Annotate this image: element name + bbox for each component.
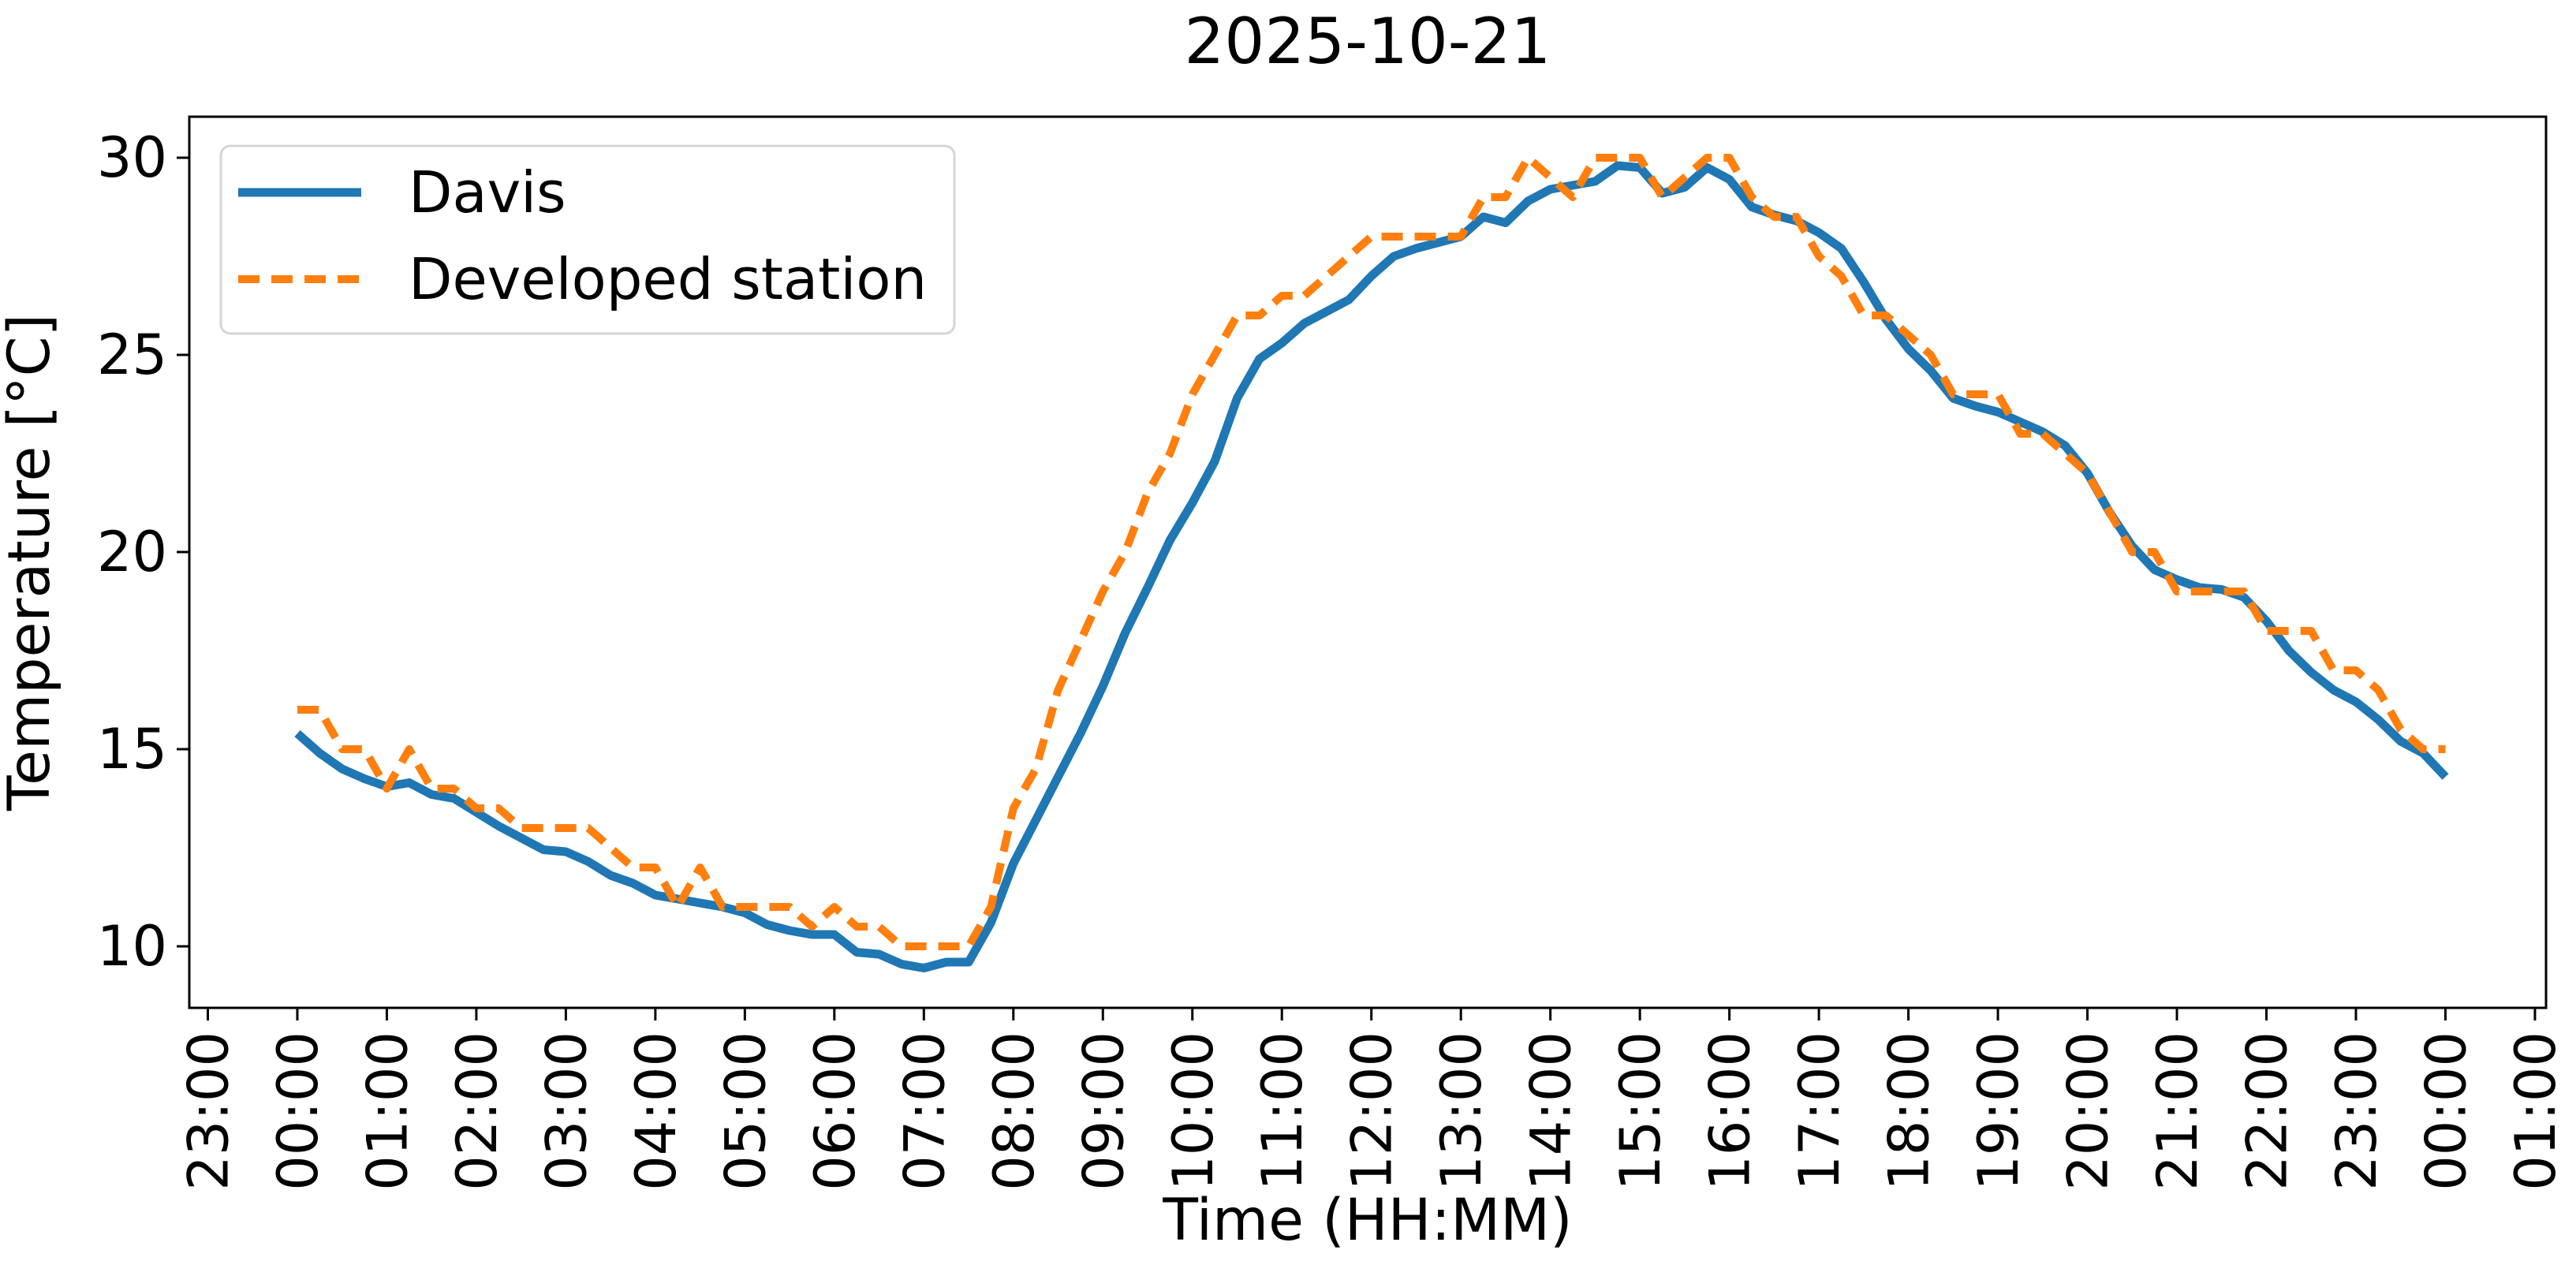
x-tick-label: 21:00 bbox=[2145, 1032, 2210, 1191]
x-tick-label: 15:00 bbox=[1608, 1032, 1673, 1191]
legend: Davis Developed station bbox=[219, 144, 956, 335]
x-tick-label: 00:00 bbox=[266, 1032, 330, 1191]
x-tick-label: 01:00 bbox=[2503, 1032, 2568, 1191]
y-tick-label: 20 bbox=[97, 520, 167, 584]
legend-label: Developed station bbox=[409, 246, 927, 312]
chart-title: 2025-10-21 bbox=[1185, 5, 1551, 78]
x-tick-label: 07:00 bbox=[892, 1032, 957, 1191]
x-tick-label: 02:00 bbox=[445, 1032, 510, 1191]
x-tick-label: 19:00 bbox=[1966, 1032, 2031, 1191]
x-tick-label: 20:00 bbox=[2056, 1032, 2121, 1191]
x-tick-label: 13:00 bbox=[1429, 1032, 1494, 1191]
x-tick-label: 03:00 bbox=[534, 1032, 599, 1191]
x-tick-label: 10:00 bbox=[1161, 1032, 1226, 1191]
y-tick-label: 10 bbox=[97, 914, 167, 979]
x-axis-label: Time (HH:MM) bbox=[1162, 1187, 1572, 1254]
x-tick-label: 23:00 bbox=[2324, 1032, 2389, 1191]
x-tick-label: 23:00 bbox=[176, 1032, 241, 1191]
plot-border bbox=[188, 115, 2548, 1009]
x-tick-label: 18:00 bbox=[1877, 1032, 1942, 1191]
series-line-developed-station bbox=[297, 154, 2446, 950]
legend-box bbox=[219, 144, 956, 335]
x-tick-label: 12:00 bbox=[1340, 1032, 1405, 1191]
x-tick-label: 17:00 bbox=[1787, 1032, 1852, 1191]
x-tick-label: 05:00 bbox=[713, 1032, 778, 1191]
x-tick-label: 06:00 bbox=[803, 1032, 868, 1191]
x-tick-label: 16:00 bbox=[1698, 1032, 1763, 1191]
x-tick-label: 22:00 bbox=[2234, 1032, 2299, 1191]
y-tick-label: 30 bbox=[97, 125, 167, 190]
x-tick-label: 01:00 bbox=[355, 1032, 420, 1191]
x-tick-label: 11:00 bbox=[1250, 1032, 1315, 1191]
legend-label: Davis bbox=[409, 159, 566, 226]
x-tick-label: 14:00 bbox=[1519, 1032, 1584, 1191]
y-tick-label: 25 bbox=[97, 323, 167, 387]
x-tick-label: 00:00 bbox=[2414, 1032, 2478, 1191]
y-tick-label: 15 bbox=[97, 717, 167, 782]
x-tick-label: 04:00 bbox=[624, 1032, 689, 1191]
series-line-davis bbox=[294, 161, 2449, 972]
y-axis-label: Temperature [°C] bbox=[0, 314, 63, 811]
plot-area: 23:00 00:00 01:00 02:00 03:00 04:00 05:00 06:00… bbox=[97, 115, 2568, 1191]
x-tick-label: 09:00 bbox=[1071, 1032, 1136, 1191]
x-tick-label: 08:00 bbox=[982, 1032, 1047, 1191]
